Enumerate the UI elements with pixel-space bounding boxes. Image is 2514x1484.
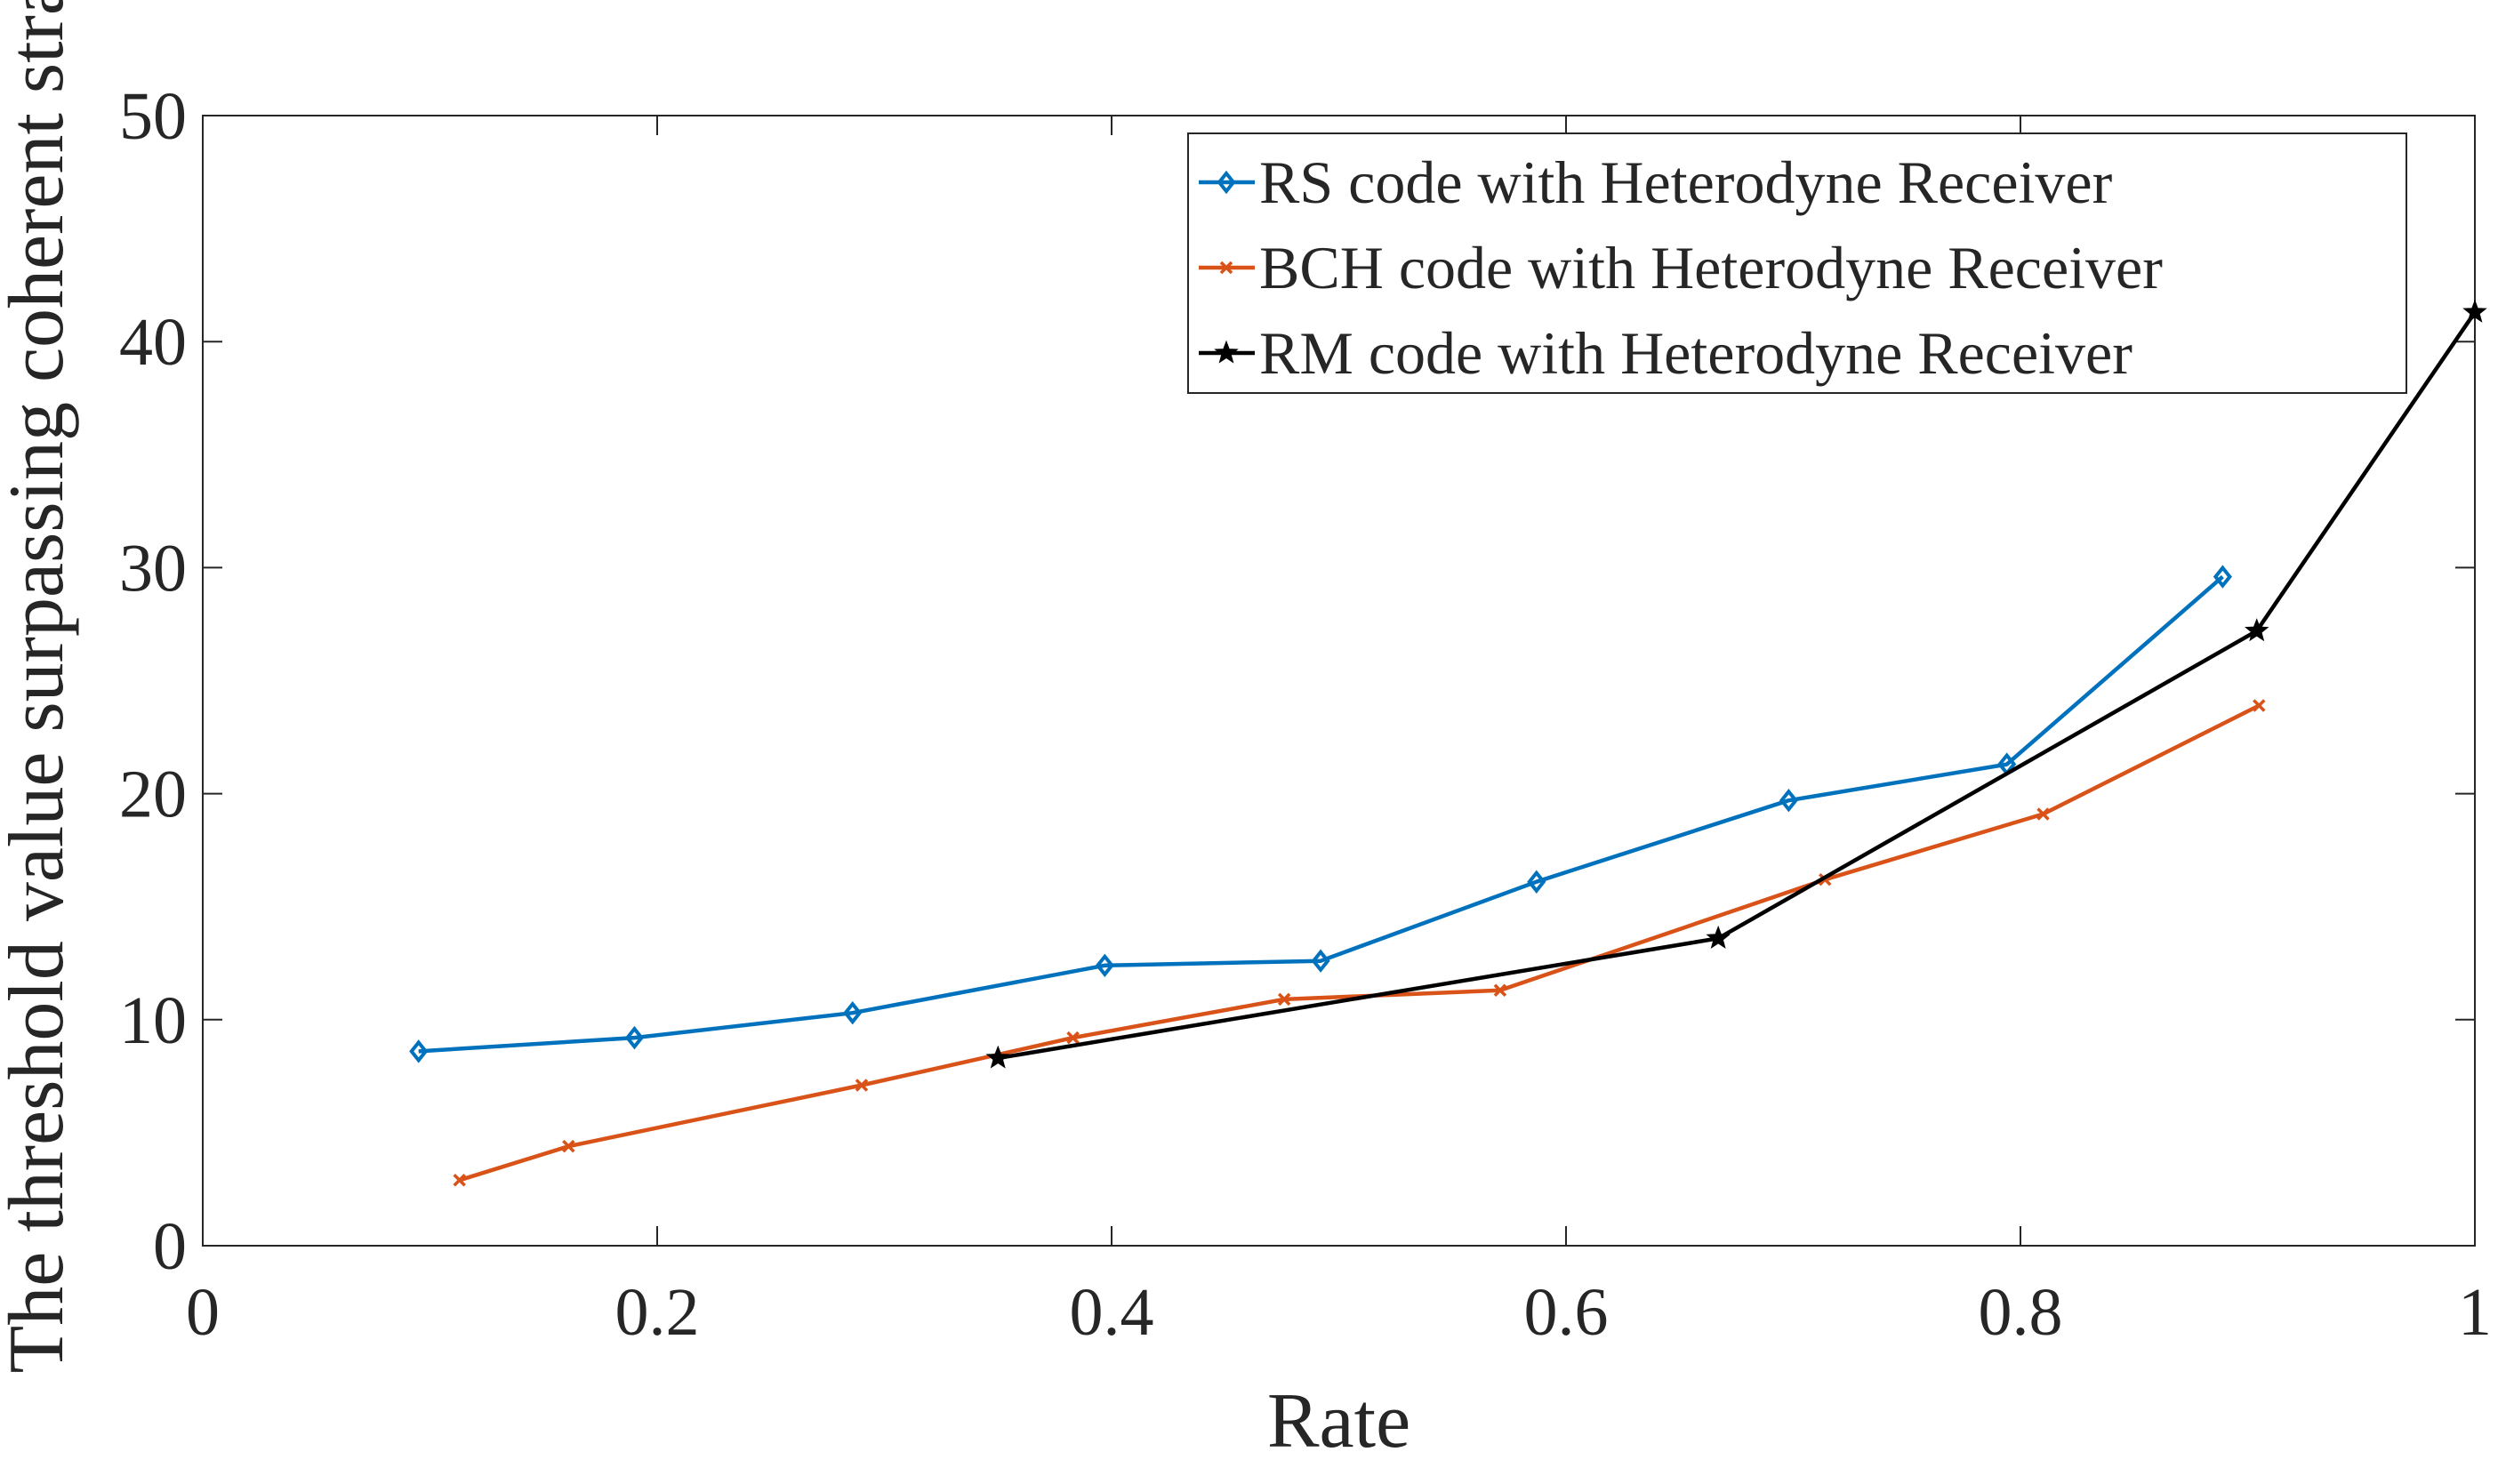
data-point-diamond (1217, 170, 1236, 195)
legend-entry: BCH code with Heterodyne Receiver (1199, 234, 2163, 301)
data-point-x (1277, 992, 1291, 1007)
y-tick-label: 50 (119, 79, 187, 154)
legend-entry: RM code with Heterodyne Receiver (1199, 319, 2132, 387)
data-point-x (855, 1079, 869, 1092)
data-point-x (562, 1139, 575, 1153)
data-point-x (453, 1174, 466, 1187)
data-point-diamond (1311, 949, 1330, 973)
data-point-diamond (1527, 870, 1546, 894)
data-point-x (1219, 261, 1233, 275)
y-tick-label: 10 (119, 983, 187, 1058)
data-point-diamond (2213, 565, 2232, 589)
x-tick-label: 0.2 (615, 1275, 700, 1350)
y-axis-label: The threshold value surpassing coherent … (0, 0, 80, 1373)
y-tick-label: 20 (119, 758, 187, 832)
data-point-diamond (1095, 953, 1114, 977)
y-tick-label: 40 (119, 305, 187, 380)
axis-labels: Rate The threshold value surpassing cohe… (0, 0, 1410, 1464)
series-layer (409, 299, 2487, 1187)
data-point-diamond (409, 1039, 429, 1063)
data-point-diamond (1779, 789, 1798, 813)
series-line (418, 574, 2224, 1054)
data-point-star (985, 1045, 1010, 1069)
data-point-star (2245, 618, 2269, 642)
data-point-diamond (843, 1000, 863, 1025)
y-tick-label: 30 (119, 531, 187, 606)
x-tick-label: 0.4 (1070, 1275, 1154, 1350)
legend-label: BCH code with Heterodyne Receiver (1259, 234, 2163, 301)
legend-entry: RS code with Heterodyne Receiver (1199, 148, 2113, 216)
x-tick-label: 1 (2458, 1275, 2492, 1350)
data-point-star (1706, 925, 1731, 949)
x-axis-label: Rate (1267, 1378, 1410, 1464)
data-point-x (2036, 807, 2050, 821)
x-tick-label: 0.8 (1979, 1275, 2063, 1350)
data-point-diamond (624, 1025, 645, 1050)
data-point-x (2253, 699, 2266, 712)
series-line (997, 310, 2477, 1061)
series-1 (409, 565, 2232, 1063)
legend-label: RS code with Heterodyne Receiver (1259, 148, 2113, 216)
data-point-x (1493, 983, 1507, 997)
legend-label: RM code with Heterodyne Receiver (1259, 319, 2132, 387)
legend-box (1187, 132, 2407, 394)
series-3 (985, 299, 2487, 1069)
data-point-star (1214, 340, 1239, 364)
data-point-x (1066, 1031, 1080, 1045)
legend: RS code with Heterodyne Receiver BCH code… (1187, 132, 2407, 394)
y-tick-label: 0 (153, 1209, 187, 1284)
x-tick-label: 0 (186, 1275, 220, 1350)
data-point-star (2462, 299, 2487, 323)
x-tick-label: 0.6 (1524, 1275, 1609, 1350)
